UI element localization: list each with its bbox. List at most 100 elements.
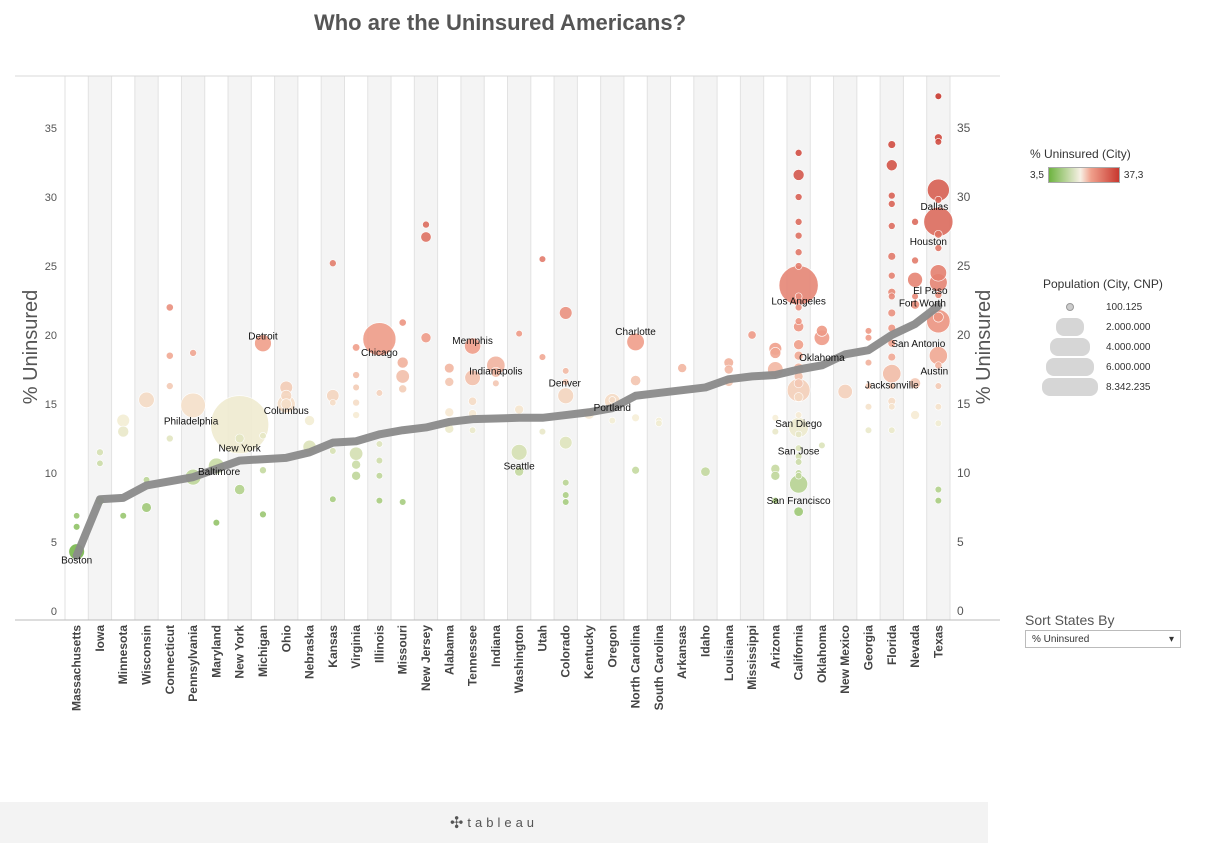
city-bubble bbox=[794, 411, 803, 419]
city-bubble bbox=[909, 377, 921, 390]
city-bubble bbox=[910, 299, 920, 310]
x-tick-label: Connecticut bbox=[163, 625, 177, 694]
city-label: San Diego bbox=[775, 419, 822, 430]
city-bubble bbox=[888, 382, 896, 390]
city-bubble bbox=[887, 252, 896, 261]
city-bubble bbox=[375, 440, 384, 448]
city-bubble bbox=[769, 347, 782, 359]
city-bubble bbox=[887, 271, 896, 280]
city-bubble bbox=[468, 396, 478, 406]
column-band bbox=[507, 76, 531, 620]
tableau-logo-icon[interactable]: ✣ bbox=[449, 814, 464, 832]
city-label: Philadelphia bbox=[164, 416, 219, 427]
city-bubble bbox=[794, 458, 803, 466]
city-bubble bbox=[771, 414, 779, 422]
city-bubble bbox=[934, 496, 942, 505]
x-tick-label: Iowa bbox=[93, 625, 107, 652]
city-label: Boston bbox=[61, 556, 92, 567]
city-bubble bbox=[329, 399, 337, 407]
x-tick-label: Kansas bbox=[326, 625, 340, 668]
city-bubble-labeled bbox=[180, 392, 206, 418]
x-tick-label: Illinois bbox=[372, 625, 386, 663]
y-axis-title-left: % Uninsured bbox=[20, 290, 42, 405]
city-bubble bbox=[934, 361, 943, 370]
size-legend-label: 4.000.000 bbox=[1106, 341, 1151, 353]
column-band bbox=[228, 76, 252, 620]
city-bubble bbox=[375, 496, 384, 505]
chevron-down-icon: ▾ bbox=[1168, 633, 1174, 645]
city-bubble bbox=[562, 491, 570, 499]
city-label: San Francisco bbox=[767, 496, 831, 507]
city-bubble-labeled bbox=[254, 334, 272, 352]
city-bubble bbox=[655, 419, 663, 427]
x-tick-label: New Jersey bbox=[419, 625, 433, 691]
y-tick-label-right: 20 bbox=[957, 328, 971, 342]
x-tick-label: Louisiana bbox=[722, 625, 736, 681]
city-bubble bbox=[166, 382, 174, 390]
x-tick-label: South Carolina bbox=[652, 625, 666, 711]
city-label: San Jose bbox=[778, 446, 820, 457]
city-bubble bbox=[515, 329, 523, 338]
city-bubble bbox=[934, 244, 943, 252]
footer-bar: ✣ tableau bbox=[0, 802, 988, 843]
city-bubble bbox=[934, 485, 942, 494]
city-bubble bbox=[234, 484, 246, 495]
column-band bbox=[181, 76, 205, 620]
city-bubble bbox=[885, 159, 898, 172]
x-tick-label: Mississippi bbox=[745, 625, 759, 690]
x-tick-label: Ohio bbox=[279, 625, 293, 652]
city-bubble-labeled bbox=[557, 387, 574, 404]
city-bubble bbox=[934, 419, 942, 427]
city-bubble bbox=[794, 317, 803, 325]
city-bubble bbox=[934, 403, 942, 411]
city-bubble bbox=[352, 371, 360, 379]
x-tick-label: Utah bbox=[535, 625, 549, 652]
city-bubble bbox=[907, 272, 923, 288]
city-label: Jacksonville bbox=[865, 381, 919, 392]
city-bubble bbox=[793, 350, 804, 361]
city-bubble bbox=[375, 389, 384, 397]
city-bubble bbox=[771, 427, 779, 436]
x-tick-label: Maryland bbox=[209, 625, 223, 678]
city-label: Detroit bbox=[248, 331, 278, 342]
sort-dropdown[interactable]: % Uninsured ▾ bbox=[1025, 630, 1181, 648]
column-band bbox=[88, 76, 112, 620]
city-bubble bbox=[771, 496, 779, 505]
size-legend-circle bbox=[1042, 378, 1098, 396]
city-bubble bbox=[911, 292, 919, 300]
footer-brand[interactable]: tableau bbox=[467, 815, 539, 830]
city-bubble bbox=[933, 311, 944, 323]
x-tick-label: Florida bbox=[885, 625, 899, 665]
x-tick-label: Alabama bbox=[442, 625, 456, 675]
size-legend-title: Population (City, CNP) bbox=[1043, 277, 1163, 291]
city-bubble bbox=[700, 466, 711, 477]
column-band bbox=[134, 76, 159, 620]
city-bubble bbox=[747, 330, 757, 340]
x-tick-label: Tennessee bbox=[466, 625, 480, 686]
column-band bbox=[274, 76, 298, 620]
city-bubble bbox=[864, 426, 873, 434]
city-bubble-labeled bbox=[464, 337, 481, 355]
city-bubble bbox=[562, 498, 570, 506]
size-legend: Population (City, CNP) 100.125 2.000.000… bbox=[1040, 277, 1190, 397]
city-bubble-labeled bbox=[210, 395, 269, 455]
city-bubble bbox=[794, 231, 803, 240]
city-label: Memphis bbox=[452, 336, 493, 347]
city-label: Los Angeles bbox=[771, 296, 826, 307]
city-bubble bbox=[864, 334, 873, 342]
city-bubble bbox=[934, 230, 943, 239]
city-label: Austin bbox=[920, 367, 948, 378]
city-bubble bbox=[559, 435, 573, 450]
column-band bbox=[647, 76, 671, 620]
city-bubble bbox=[259, 510, 267, 519]
city-label: Fort Worth bbox=[899, 299, 946, 310]
city-bubble bbox=[444, 363, 455, 374]
city-bubble bbox=[818, 441, 826, 450]
color-legend-max: 37,3 bbox=[1123, 169, 1144, 181]
x-tick-label: Kentucky bbox=[582, 625, 596, 679]
city-bubble bbox=[794, 218, 803, 226]
y-tick-label-right: 30 bbox=[957, 190, 971, 204]
city-bubble bbox=[189, 349, 197, 357]
x-tick-label: Missouri bbox=[396, 625, 410, 674]
city-bubble-labeled bbox=[362, 322, 397, 356]
